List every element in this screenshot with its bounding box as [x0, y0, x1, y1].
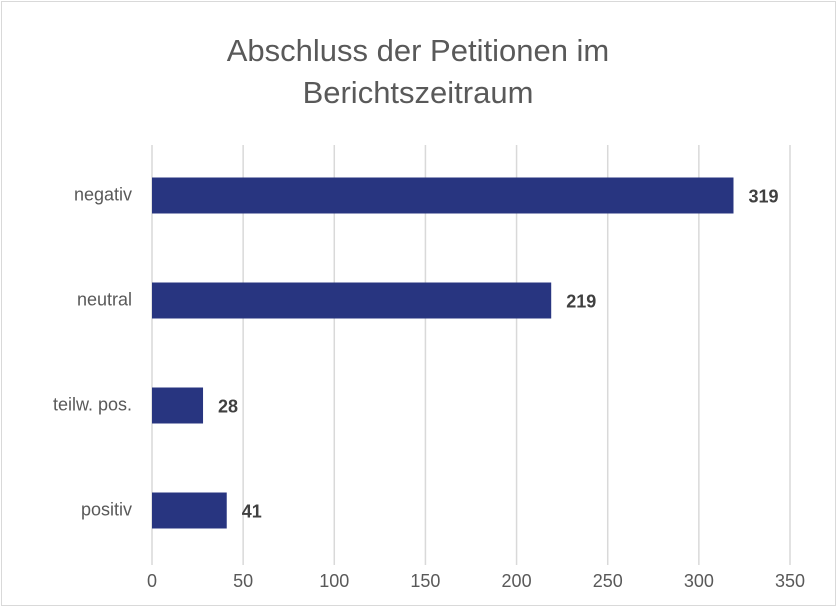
- value-label: 41: [242, 501, 262, 521]
- value-label: 219: [566, 291, 596, 311]
- y-tick-label: neutral: [77, 289, 132, 309]
- bar: [152, 492, 227, 529]
- bar: [152, 282, 552, 319]
- y-tick-label: negativ: [74, 184, 132, 204]
- y-tick-label: teilw. pos.: [53, 394, 132, 414]
- x-tick-label: 250: [593, 571, 623, 591]
- x-tick-label: 200: [502, 571, 532, 591]
- x-tick-label: 300: [684, 571, 714, 591]
- x-tick-label: 350: [775, 571, 805, 591]
- x-tick-label: 50: [233, 571, 253, 591]
- value-label: 28: [218, 396, 238, 416]
- bar: [152, 387, 204, 424]
- chart-title: Abschluss der Petitionen im Berichtszeit…: [226, 33, 610, 110]
- x-tick-label: 150: [410, 571, 440, 591]
- x-tick-label: 100: [319, 571, 349, 591]
- y-tick-label: positiv: [81, 499, 132, 519]
- x-tick-label: 0: [147, 571, 157, 591]
- value-label: 319: [748, 186, 778, 206]
- bar: [152, 177, 734, 214]
